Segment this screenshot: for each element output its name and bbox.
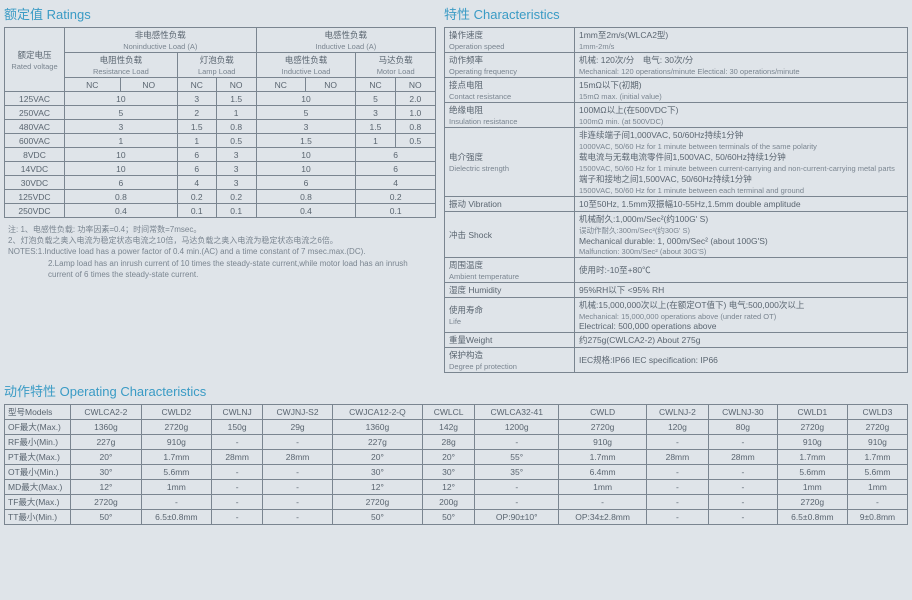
char-row: 湿度 Humidity95%RH以下 <95% RH (445, 283, 908, 298)
char-row: 冲击 Shock机械耐久:1,000m/Sec²(约100G' S)误动作耐久:… (445, 212, 908, 258)
model-header: CWLCA32-41 (475, 405, 559, 420)
model-header: CWLD (559, 405, 647, 420)
ratings-row: 14VDC1063106 (5, 162, 436, 176)
noninductive-en: Noninductive Load (A) (123, 42, 197, 51)
characteristics-title: 特性 Characteristics (444, 4, 908, 23)
oc-row: MD最大(Max.)12°1mm--12°12°-1mm--1mm1mm (5, 480, 908, 495)
char-row: 电介强度Dielectric strength非连续端子间1,000VAC, 5… (445, 128, 908, 197)
noninductive-cn: 非电感性负载 (135, 30, 186, 40)
char-row: 动作频率Operating frequency机械: 120次/分 电气: 30… (445, 53, 908, 78)
resistance-cn: 电阻性负载 (100, 55, 143, 65)
model-header: CWLCA2-2 (71, 405, 142, 420)
note1-cn: 注: 1、电感性负载: 功率因素=0.4；时间常数=7msec。 (8, 224, 432, 235)
motor-cn: 马达负载 (379, 55, 413, 65)
oc-row: OT最小(Min.)30°5.6mm--30°30°35°6.4mm--5.6m… (5, 465, 908, 480)
model-header: CWLD3 (847, 405, 907, 420)
char-row: 操作速度Operation speed1mm至2m/s(WLCA2型)1mm-2… (445, 28, 908, 53)
ratings-row: 125VAC1031.51052.0 (5, 92, 436, 106)
model-header: CWLNJ-30 (708, 405, 777, 420)
oc-row: TF最大(Max.)2720g---2720g200g----2720g- (5, 495, 908, 510)
note2-en: 2.Lamp load has an inrush current of 10 … (8, 258, 432, 280)
ratings-table: 额定电压 Rated voltage 非电感性负载 Noninductive Loa… (4, 27, 436, 218)
char-row: 使用寿命Life机械:15,000,000次以上(在额定OT值下) 电气:500… (445, 298, 908, 333)
ratings-row: 125VDC0.80.20.20.80.2 (5, 190, 436, 204)
note1-en: NOTES:1.Inductive load has a power facto… (8, 246, 432, 257)
ratings-row: 30VDC64364 (5, 176, 436, 190)
inductive-en: Inductive Load (A) (315, 42, 376, 51)
inductive2-cn: 电感性负载 (285, 55, 328, 65)
nc-header: NC (65, 78, 121, 92)
ratings-title: 额定值 Ratings (4, 4, 436, 23)
ratings-row: 250VDC0.40.10.10.40.1 (5, 204, 436, 218)
operating-table: 型号ModelsCWLCA2-2CWLD2CWLNJCWJNJ-S2CWJCA1… (4, 404, 908, 525)
char-row: 振动 Vibration10至50Hz, 1.5mm双振幅10-55Hz,1.5… (445, 197, 908, 212)
note2-cn: 2、灯泡负载之奥入电流为稳定状态电流之10倍，马达负载之奥入电流为稳定状态电流之… (8, 235, 432, 246)
oc-row: PT最大(Max.)20°1.7mm28mm28mm20°20°55°1.7mm… (5, 450, 908, 465)
char-row: 绝缘电阻Insulation resistance100MΩ以上(在500VDC… (445, 103, 908, 128)
models-label: 型号Models (5, 405, 71, 420)
inductive-cn: 电感性负载 (325, 30, 368, 40)
operating-title: 动作特性 Operating Characteristics (4, 381, 908, 400)
oc-row: TT最小(Min.)50°6.5±0.8mm--50°50°OP:90±10°O… (5, 510, 908, 525)
ratings-row: 600VAC110.51.510.5 (5, 134, 436, 148)
oc-row: OF最大(Max.)1360g2720g150g29g1360g142g1200… (5, 420, 908, 435)
model-header: CWLNJ (211, 405, 262, 420)
char-row: 保护构造Degree pf protectionIEC规格:IP66 IEC s… (445, 348, 908, 373)
model-header: CWLD1 (777, 405, 847, 420)
char-row: 周围温度Ambient temperature使用时:-10至+80℃ (445, 258, 908, 283)
characteristics-table: 操作速度Operation speed1mm至2m/s(WLCA2型)1mm-2… (444, 27, 908, 373)
model-header: CWLCL (423, 405, 475, 420)
char-row: 重量Weight约275g(CWLCA2-2) About 275g (445, 333, 908, 348)
ratings-row: 250VAC521531.0 (5, 106, 436, 120)
lamp-cn: 灯泡负载 (200, 55, 234, 65)
ratings-notes: 注: 1、电感性负载: 功率因素=0.4；时间常数=7msec。 2、灯泡负载之… (4, 224, 436, 280)
ratings-row: 480VAC31.50.831.50.8 (5, 120, 436, 134)
no-header: NO (120, 78, 177, 92)
rated-voltage-cn: 额定电压 (17, 50, 51, 60)
oc-row: RF最小(Min.)227g910g--227g28g-910g--910g91… (5, 435, 908, 450)
char-row: 接点电阻Contact resistance15mΩ以下(初期)15mΩ max… (445, 78, 908, 103)
model-header: CWJCA12-2-Q (332, 405, 422, 420)
model-header: CWLNJ-2 (646, 405, 708, 420)
ratings-row: 8VDC1063106 (5, 148, 436, 162)
model-header: CWJNJ-S2 (263, 405, 332, 420)
rated-voltage-en: Rated voltage (11, 62, 57, 71)
model-header: CWLD2 (141, 405, 211, 420)
